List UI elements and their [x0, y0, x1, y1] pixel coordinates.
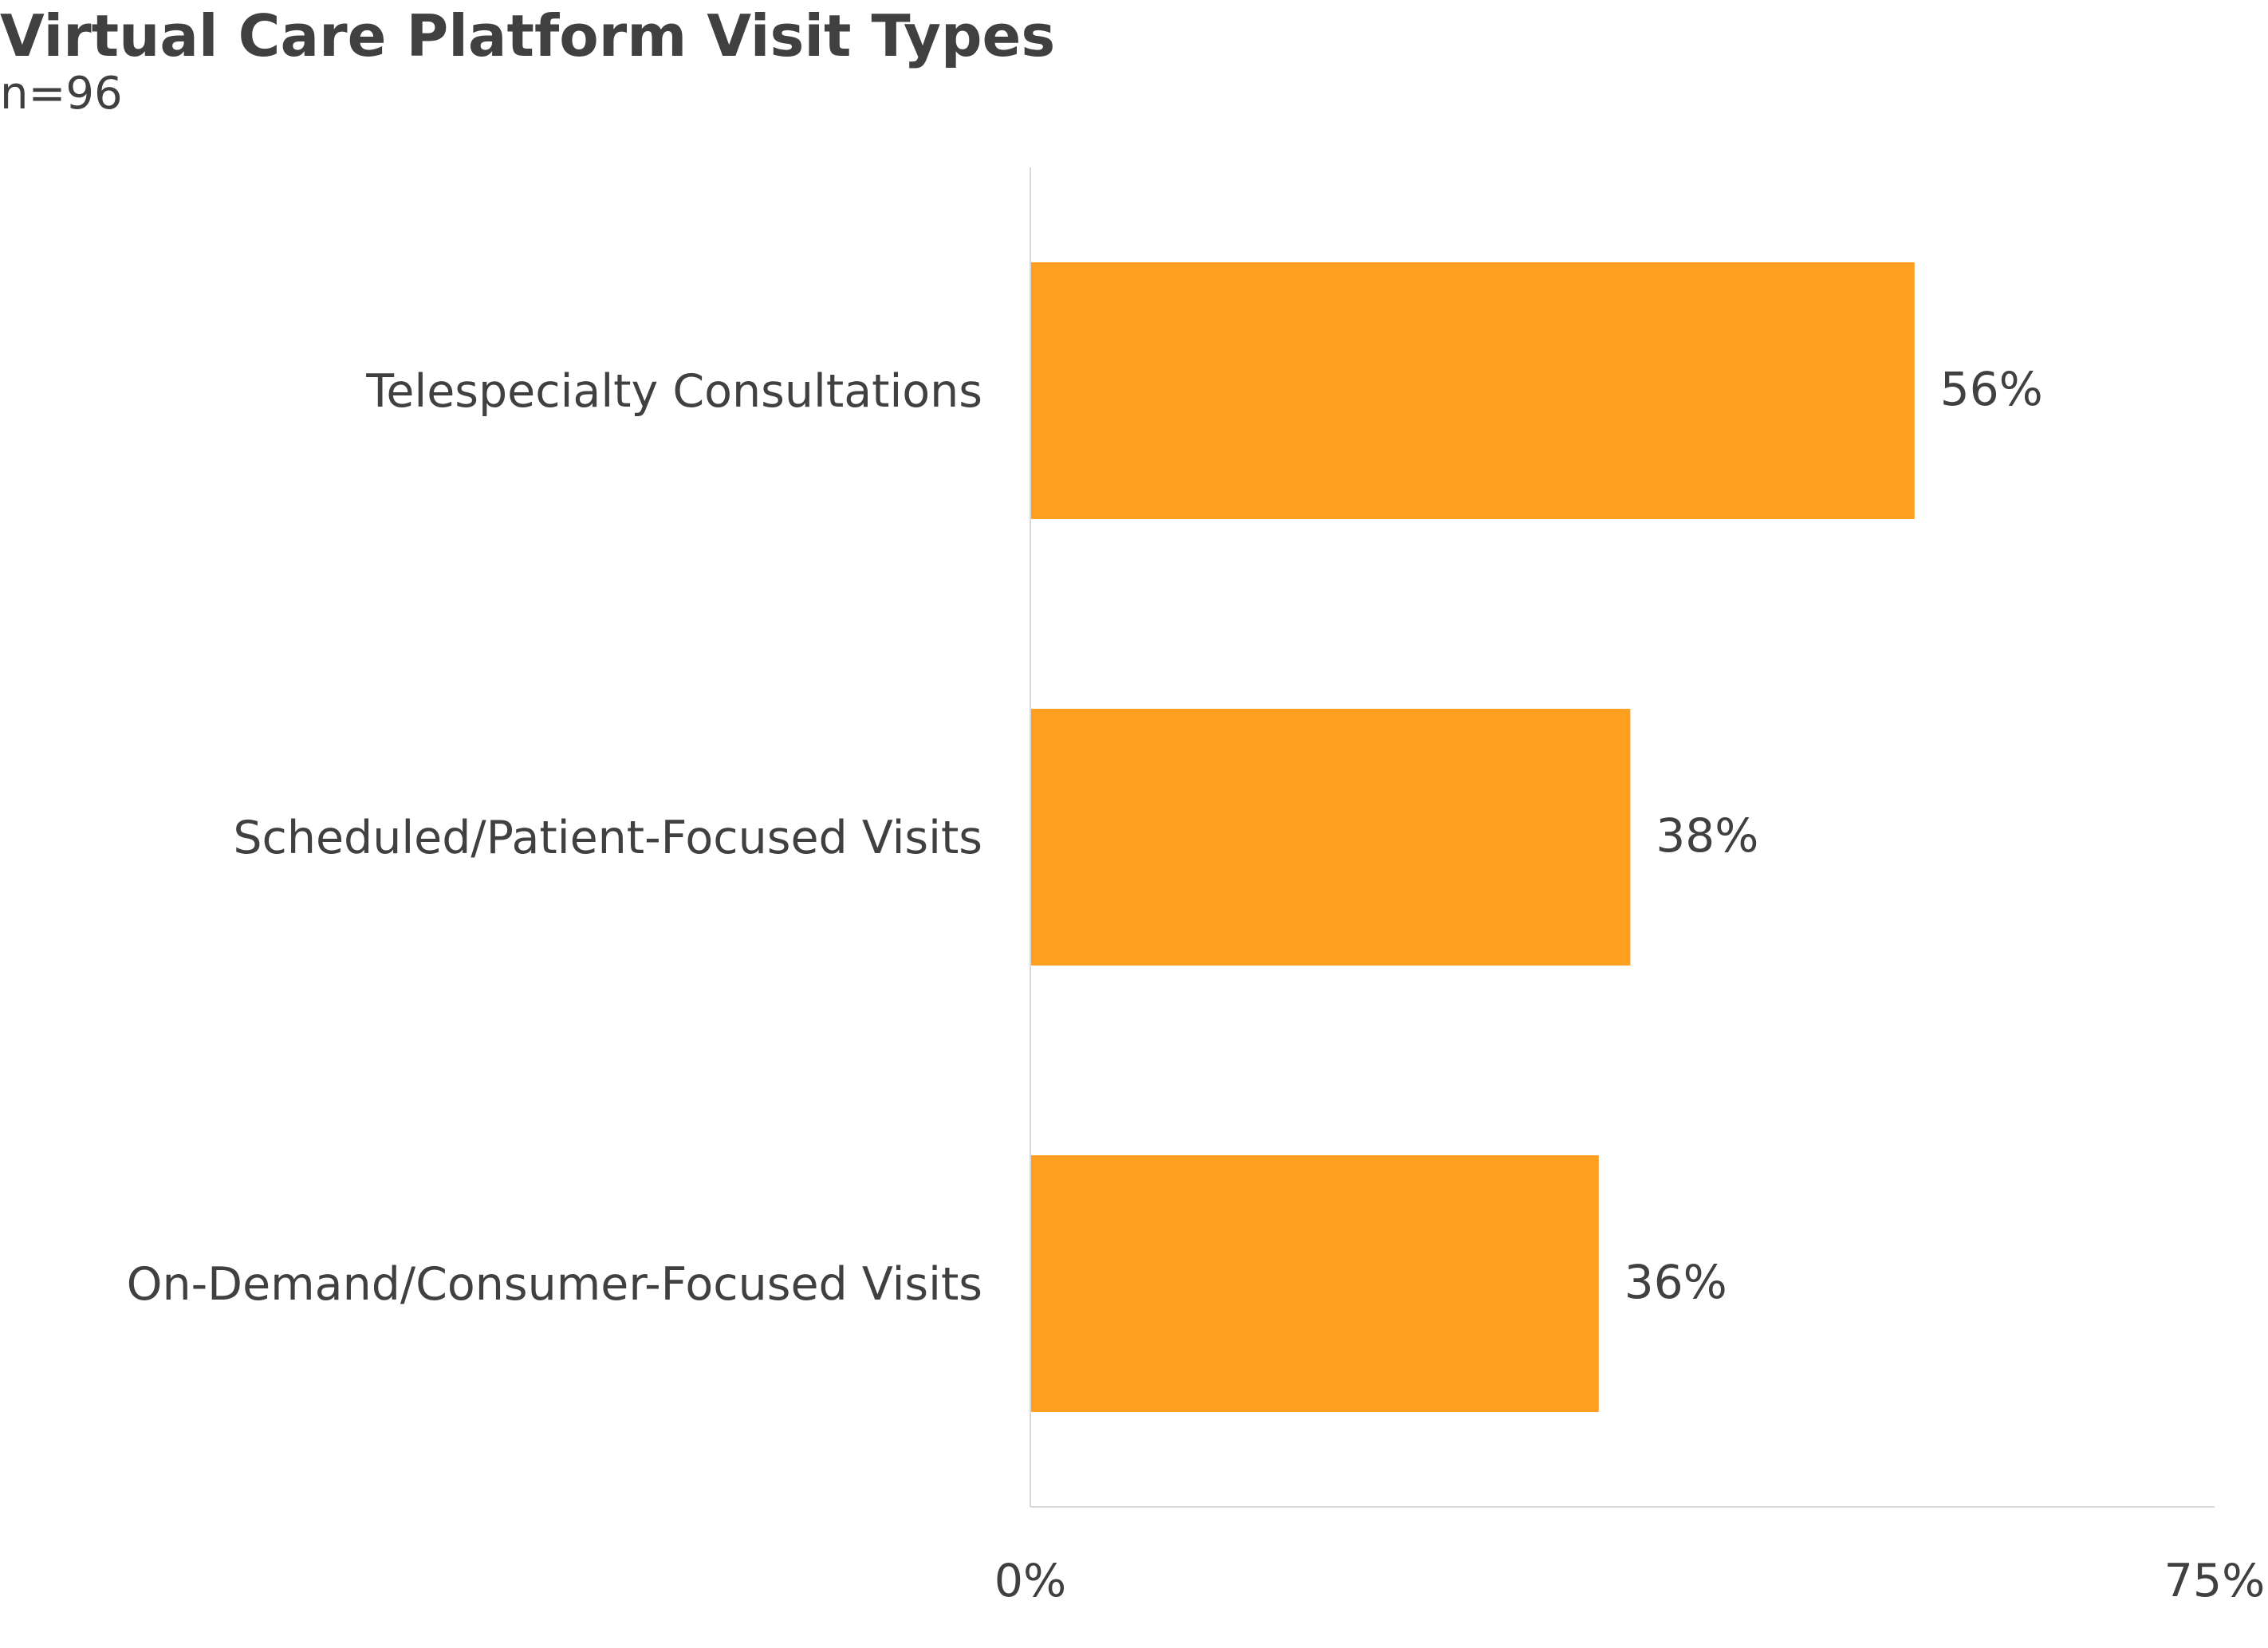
bar-telespecialty-consultations: [1030, 262, 1915, 519]
axis-layer: 0% 75%: [994, 167, 2266, 1607]
x-tick-label-75: 75%: [2164, 1555, 2266, 1607]
labels-layer: Telespecialty Consultations 56% Scheduled/…: [127, 362, 2043, 1311]
category-label-telespecialty-consultations: Telespecialty Consultations: [365, 365, 982, 418]
data-label-scheduled-patient-focused-visits: 38%: [1656, 808, 1758, 863]
data-label-on-demand-consumer-focused-visits: 36%: [1624, 1255, 1727, 1309]
bars-layer: [1030, 262, 1915, 1412]
chart-subtitle: n=96: [0, 68, 123, 120]
x-tick-label-0: 0%: [994, 1555, 1066, 1607]
bar-scheduled-patient-focused-visits: [1030, 709, 1631, 966]
category-label-scheduled-patient-focused-visits: Scheduled/Patient-Focused Visits: [233, 812, 982, 864]
category-label-on-demand-consumer-focused-visits: On-Demand/Consumer-Focused Visits: [127, 1258, 982, 1311]
data-label-telespecialty-consultations: 56%: [1940, 362, 2043, 416]
chart-title: Virtual Care Platform Visit Types: [0, 2, 1056, 69]
bar-on-demand-consumer-focused-visits: [1030, 1155, 1599, 1412]
